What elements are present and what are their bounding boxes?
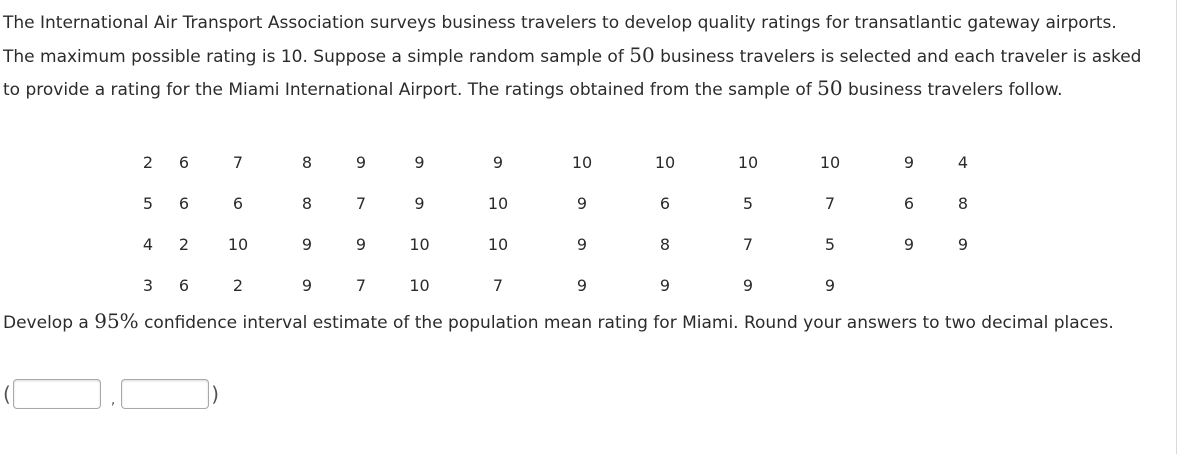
rating-cell: 9 <box>414 194 425 213</box>
rating-cell: 7 <box>742 235 754 254</box>
rating-cell <box>949 265 977 306</box>
rating-cell <box>869 265 949 306</box>
rating-cell: 9 <box>301 235 313 254</box>
rating-cell: 5 <box>824 235 836 254</box>
rating-cell: 9 <box>355 153 367 172</box>
rating-cell: 10 <box>737 153 759 172</box>
ratings-row: 2 6 7 8 9 9 9 10 10 10 10 9 4 <box>130 142 977 183</box>
rating-cell: 5 <box>742 194 754 213</box>
rating-cell: 6 <box>178 153 190 172</box>
rating-cell: 9 <box>903 153 915 172</box>
rating-cell: 10 <box>409 235 430 254</box>
rating-cell: 6 <box>903 194 915 213</box>
rating-cell: 3 <box>142 276 154 295</box>
rating-cell: 2 <box>142 153 154 172</box>
confidence-level: 95% <box>94 309 139 333</box>
rating-cell: 6 <box>659 194 671 213</box>
rating-cell: 10 <box>409 276 430 295</box>
rating-cell: 10 <box>227 235 249 254</box>
lower-bound-input[interactable] <box>12 379 101 409</box>
rating-cell: 10 <box>654 153 676 172</box>
rating-cell: 7 <box>355 276 367 295</box>
rating-cell: 7 <box>355 194 367 213</box>
rating-cell: 8 <box>301 153 313 172</box>
rating-cell: 6 <box>178 276 190 295</box>
rating-cell: 10 <box>571 153 593 172</box>
rating-cell: 9 <box>355 235 367 254</box>
sample-size-2: 50 <box>817 76 843 100</box>
ratings-table: 2 6 7 8 9 9 9 10 10 10 10 9 4 5 6 6 8 7 9 10 9 6 5 7 6 8 4 2 10 9 9 10 1… <box>130 142 977 306</box>
rating-cell: 10 <box>487 235 509 254</box>
sample-size-1: 50 <box>629 42 655 67</box>
rating-cell: 4 <box>957 153 969 172</box>
ratings-row: 3 6 2 9 7 10 7 9 9 9 9 <box>130 265 977 306</box>
comma-separator: , <box>110 392 116 408</box>
rating-cell: 6 <box>178 194 190 213</box>
rating-cell: 9 <box>576 235 588 254</box>
rating-cell: 9 <box>903 235 915 254</box>
intro-part1: The International Air Transport Associat… <box>3 13 1117 67</box>
intro-part2: business travelers is selected and each … <box>3 46 1142 101</box>
rating-cell: 4 <box>142 235 154 254</box>
rating-cell: 9 <box>576 276 588 295</box>
rating-cell: 7 <box>492 276 504 295</box>
rating-cell: 7 <box>232 153 244 172</box>
rating-cell: 5 <box>142 194 154 213</box>
ratings-row: 5 6 6 8 7 9 10 9 6 5 7 6 8 <box>130 183 977 224</box>
upper-bound-input[interactable] <box>121 379 210 409</box>
rating-cell: 2 <box>232 276 244 295</box>
rating-cell: 8 <box>659 235 671 254</box>
rating-cell: 10 <box>819 153 841 172</box>
intro-part3: business travelers follow. <box>842 80 1063 100</box>
ratings-row: 4 2 10 9 9 10 10 9 8 7 5 9 9 <box>130 224 977 265</box>
question-part1: Develop a <box>3 313 95 333</box>
rating-cell: 7 <box>824 194 836 213</box>
rating-cell: 9 <box>659 276 671 295</box>
rating-cell: 8 <box>957 194 969 213</box>
rating-cell: 9 <box>301 276 313 295</box>
rating-cell: 2 <box>178 235 190 254</box>
rating-cell: 10 <box>487 194 509 213</box>
rating-cell: 9 <box>576 194 588 213</box>
rating-cell: 8 <box>301 194 313 213</box>
rating-cell: 9 <box>824 276 836 295</box>
panel-right-border <box>1176 0 1177 454</box>
close-paren: ) <box>211 382 220 406</box>
open-paren: ( <box>3 382 11 406</box>
question-part2: confidence interval estimate of the popu… <box>138 313 1114 333</box>
problem-intro: The International Air Transport Associat… <box>3 8 1153 107</box>
rating-cell: 9 <box>492 153 504 172</box>
answer-row: ( , ) <box>3 377 219 411</box>
rating-cell: 9 <box>742 276 754 295</box>
rating-cell: 6 <box>232 194 244 213</box>
question-text: Develop a 95% confidence interval estima… <box>3 306 1153 340</box>
rating-cell: 9 <box>957 235 969 254</box>
rating-cell: 9 <box>414 153 425 172</box>
